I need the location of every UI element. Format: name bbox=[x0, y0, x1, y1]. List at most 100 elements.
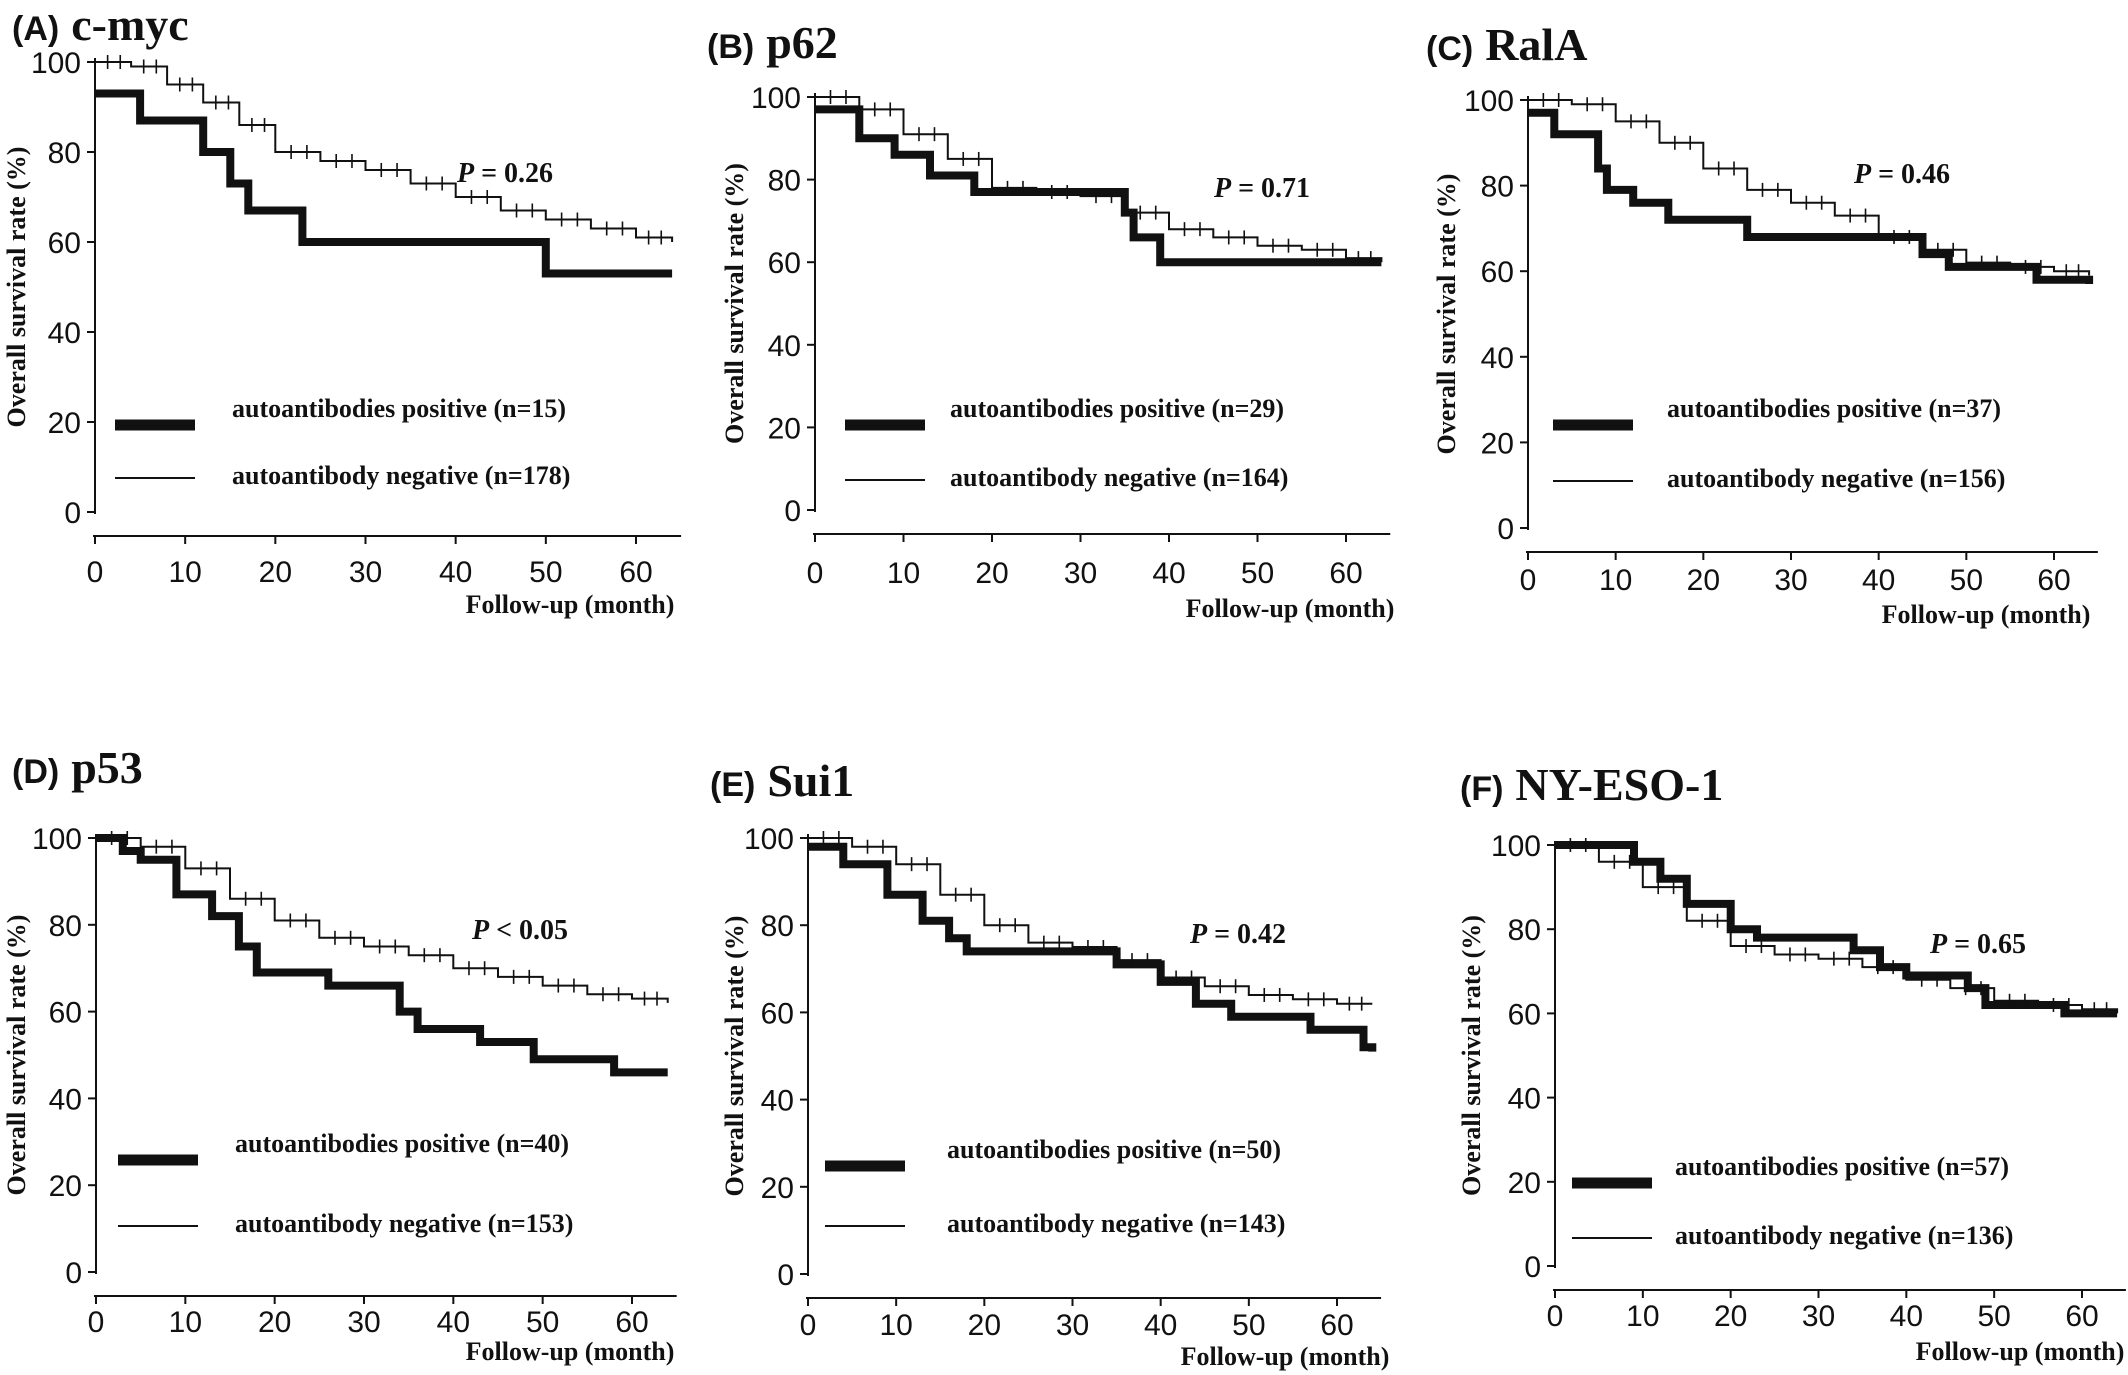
x-tick-label: 60 bbox=[1320, 1309, 1353, 1342]
legend-label-positive: autoantibodies positive (n=57) bbox=[1675, 1152, 2009, 1181]
x-tick-label: 10 bbox=[1626, 1300, 1659, 1333]
p-value-text: = 0.42 bbox=[1207, 919, 1286, 950]
y-tick-label: 60 bbox=[1508, 998, 1541, 1031]
legend-label-positive: autoantibodies positive (n=40) bbox=[235, 1129, 569, 1158]
y-tick-label: 80 bbox=[49, 910, 82, 943]
p-value: P = 0.65 bbox=[1929, 929, 2026, 960]
x-tick-label: 0 bbox=[800, 1309, 817, 1342]
x-tick-label: 0 bbox=[1547, 1300, 1564, 1333]
legend-label-negative: autoantibody negative (n=164) bbox=[950, 463, 1288, 492]
x-tick-label: 60 bbox=[615, 1306, 648, 1339]
legend-label-positive: autoantibodies positive (n=37) bbox=[1667, 394, 2001, 423]
y-tick-label: 20 bbox=[761, 1172, 794, 1205]
x-axis-title: Follow-up (month) bbox=[1186, 594, 1395, 623]
legend-label-negative: autoantibody negative (n=156) bbox=[1667, 464, 2005, 493]
x-tick-label: 0 bbox=[88, 1306, 105, 1339]
x-tick-label: 50 bbox=[1232, 1309, 1265, 1342]
panel-title: (F) NY-ESO-1 bbox=[1460, 759, 1723, 810]
p-symbol: P bbox=[1213, 173, 1232, 204]
km-curve-positive bbox=[1528, 108, 2094, 284]
x-axis-title: Follow-up (month) bbox=[466, 1337, 675, 1366]
p-value: P < 0.05 bbox=[471, 915, 568, 946]
x-axis-title: Follow-up (month) bbox=[1882, 600, 2091, 629]
panel-gene-name: NY-ESO-1 bbox=[1515, 759, 1723, 810]
y-tick-label: 40 bbox=[1508, 1083, 1541, 1116]
x-tick-label: 40 bbox=[1152, 557, 1185, 590]
x-tick-label: 50 bbox=[1241, 557, 1274, 590]
panel-letter: (A) bbox=[12, 10, 59, 48]
panel-gene-name: p62 bbox=[766, 17, 838, 68]
x-tick-label: 0 bbox=[87, 556, 104, 589]
x-tick-label: 60 bbox=[2037, 564, 2070, 597]
x-tick-label: 60 bbox=[2065, 1300, 2098, 1333]
x-tick-label: 60 bbox=[619, 556, 652, 589]
km-curve-negative bbox=[1555, 844, 2119, 1014]
p-value-text: = 0.71 bbox=[1231, 173, 1310, 204]
legend-label-positive: autoantibodies positive (n=50) bbox=[947, 1135, 1281, 1164]
y-tick-label: 100 bbox=[1491, 830, 1541, 863]
x-axis-title: Follow-up (month) bbox=[1181, 1342, 1390, 1371]
x-tick-label: 20 bbox=[975, 557, 1008, 590]
y-axis-title: Overall survival rate (%) bbox=[1432, 174, 1461, 455]
p-symbol: P bbox=[456, 158, 475, 189]
x-tick-label: 30 bbox=[347, 1306, 380, 1339]
y-tick-label: 20 bbox=[768, 412, 801, 445]
y-tick-label: 100 bbox=[1464, 85, 1514, 118]
x-tick-label: 40 bbox=[1862, 564, 1895, 597]
x-tick-label: 40 bbox=[439, 556, 472, 589]
legend-label-positive: autoantibodies positive (n=15) bbox=[232, 394, 566, 423]
p-value: P = 0.26 bbox=[456, 158, 553, 189]
km-curve-negative bbox=[808, 837, 1373, 1005]
y-tick-label: 100 bbox=[751, 82, 801, 115]
x-tick-label: 50 bbox=[526, 1306, 559, 1339]
km-curve-negative bbox=[96, 837, 669, 1003]
panel-letter: (C) bbox=[1426, 30, 1473, 68]
p-value: P = 0.42 bbox=[1189, 919, 1286, 950]
y-tick-label: 20 bbox=[48, 407, 81, 440]
panel-gene-name: p53 bbox=[71, 742, 143, 793]
y-tick-label: 60 bbox=[48, 227, 81, 260]
y-tick-label: 80 bbox=[768, 165, 801, 198]
legend-label-negative: autoantibody negative (n=136) bbox=[1675, 1221, 2013, 1250]
y-axis-title: Overall survival rate (%) bbox=[720, 916, 749, 1197]
y-axis-title: Overall survival rate (%) bbox=[2, 147, 31, 428]
legend-label-negative: autoantibody negative (n=153) bbox=[235, 1209, 573, 1238]
p-symbol: P bbox=[1853, 159, 1872, 190]
panel-letter: (F) bbox=[1460, 770, 1503, 808]
y-tick-label: 80 bbox=[1508, 914, 1541, 947]
y-axis-title: Overall survival rate (%) bbox=[720, 163, 749, 444]
km-panel-b: (B) p62 0 20 40 60 80 100 0 10 20 30 40 50 60 Follow-up… bbox=[707, 17, 1394, 623]
y-tick-label: 0 bbox=[64, 497, 81, 530]
y-tick-label: 60 bbox=[761, 997, 794, 1030]
x-axis-title: Follow-up (month) bbox=[466, 590, 675, 619]
legend-label-positive: autoantibodies positive (n=29) bbox=[950, 394, 1284, 423]
y-tick-label: 100 bbox=[744, 823, 794, 856]
panel-title: (E) Sui1 bbox=[710, 755, 854, 806]
x-tick-label: 30 bbox=[1802, 1300, 1835, 1333]
y-tick-label: 100 bbox=[31, 47, 81, 80]
y-axis-title: Overall survival rate (%) bbox=[1457, 915, 1486, 1196]
x-tick-label: 30 bbox=[1774, 564, 1807, 597]
x-tick-label: 10 bbox=[879, 1309, 912, 1342]
km-curve-positive bbox=[808, 842, 1377, 1052]
panel-gene-name: c-myc bbox=[71, 0, 188, 50]
x-tick-label: 60 bbox=[1329, 557, 1362, 590]
km-curve-positive bbox=[96, 834, 668, 1077]
y-tick-label: 0 bbox=[784, 495, 801, 528]
panel-title: (D) p53 bbox=[12, 742, 143, 793]
y-tick-label: 0 bbox=[65, 1257, 82, 1290]
y-tick-label: 60 bbox=[1481, 256, 1514, 289]
x-tick-label: 40 bbox=[1890, 1300, 1923, 1333]
p-value-text: = 0.65 bbox=[1947, 929, 2026, 960]
y-tick-label: 40 bbox=[768, 330, 801, 363]
p-symbol: P bbox=[1929, 929, 1948, 960]
x-tick-label: 20 bbox=[968, 1309, 1001, 1342]
panel-gene-name: RalA bbox=[1485, 19, 1587, 70]
x-tick-label: 10 bbox=[887, 557, 920, 590]
x-tick-label: 50 bbox=[1977, 1300, 2010, 1333]
y-tick-label: 80 bbox=[761, 910, 794, 943]
